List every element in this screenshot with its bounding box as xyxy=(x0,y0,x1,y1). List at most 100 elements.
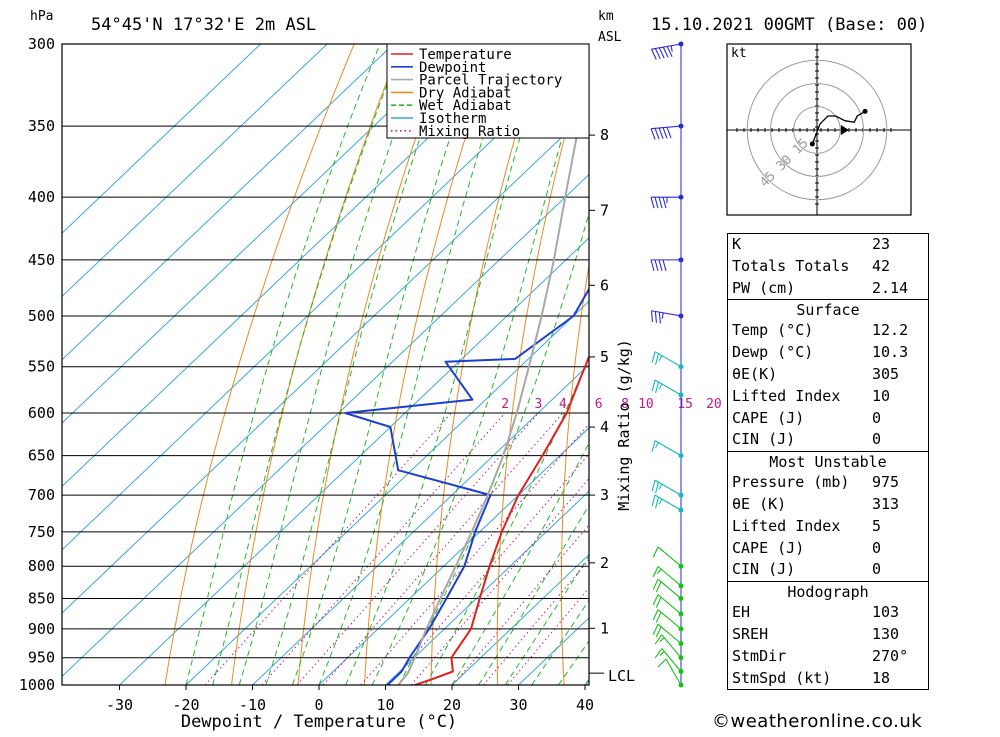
wet-adiabat-line xyxy=(372,44,589,685)
wind-barb xyxy=(651,260,681,271)
index-row: Temp (°C)12.2 xyxy=(728,320,928,342)
credit-link[interactable]: ©weatheronline.co.uk xyxy=(712,711,922,732)
wind-barb-flag xyxy=(652,441,655,452)
mixing-ratio-label: 3 xyxy=(535,397,543,412)
lcl-label: LCL xyxy=(608,667,635,685)
height-unit-label: km xyxy=(598,9,614,24)
km-tick-label: 3 xyxy=(600,486,609,504)
wind-barb-flag xyxy=(656,627,661,637)
isotherm-line xyxy=(0,44,394,685)
index-label: θE (K) xyxy=(732,494,872,516)
index-row: CAPE (J)0 xyxy=(728,408,928,430)
index-value: 23 xyxy=(872,234,928,256)
wind-barb-flag xyxy=(659,48,664,58)
pressure-tick-label: 850 xyxy=(28,589,55,607)
wind-barb-flag xyxy=(651,197,654,208)
index-label: Lifted Index xyxy=(732,386,872,408)
index-value: 5 xyxy=(872,516,928,538)
dry-adiabat-line xyxy=(684,44,732,685)
legend-label: Mixing Ratio xyxy=(419,124,520,140)
plot-border xyxy=(62,44,589,685)
wet-adiabat-line xyxy=(239,44,427,685)
wind-barb-flag xyxy=(656,482,659,493)
wind-barb-flag xyxy=(653,579,658,589)
location-title: 54°45'N 17°32'E 2m ASL xyxy=(91,15,316,35)
wind-barb xyxy=(652,380,681,395)
pressure-tick-label: 300 xyxy=(28,35,55,53)
index-label: StmDir xyxy=(732,646,872,668)
wind-barb xyxy=(652,352,681,367)
index-label: StmSpd (kt) xyxy=(732,668,872,690)
wind-barb-flag xyxy=(659,128,663,139)
km-tick-label: 1 xyxy=(600,619,609,637)
plot-frame xyxy=(62,44,589,685)
datetime-title: 15.10.2021 00GMT (Base: 00) xyxy=(651,15,927,35)
index-value: 12.2 xyxy=(872,320,928,342)
wind-barb-flag xyxy=(652,495,655,506)
wind-barb-flag xyxy=(655,311,656,322)
wind-barb xyxy=(653,547,681,566)
isotherm-line xyxy=(0,44,593,685)
wind-barb-flag xyxy=(656,354,659,365)
wind-barb-flag xyxy=(655,49,660,59)
axis-labels: 3003504004505005506006507007508008509009… xyxy=(19,35,745,714)
index-label: K xyxy=(732,234,872,256)
index-label: θE(K) xyxy=(732,364,872,386)
wind-barb-half-flag xyxy=(659,499,662,504)
dewpoint-curve xyxy=(345,44,643,693)
wind-barb-flag xyxy=(653,547,658,557)
index-value: 0 xyxy=(872,559,928,581)
x-tick-label: 40 xyxy=(576,696,594,714)
surface-section: Surface Temp (°C)12.2 Dewp (°C)10.3 θE(K… xyxy=(728,299,928,451)
pressure-isobars xyxy=(62,44,589,685)
index-label: EH xyxy=(732,602,872,624)
wind-barb-flag xyxy=(659,260,662,271)
isotherm-line xyxy=(0,44,460,685)
x-tick-label: -30 xyxy=(106,696,133,714)
index-value: 975 xyxy=(872,472,928,494)
km-tick-label: 5 xyxy=(600,348,609,366)
wet-adiabat-line xyxy=(213,44,403,685)
wind-barb-flag xyxy=(659,312,660,323)
wind-barb-staff xyxy=(658,567,681,586)
wind-barb-half-flag xyxy=(659,384,662,389)
index-label: Lifted Index xyxy=(732,516,872,538)
wind-barb-half-flag xyxy=(660,652,665,656)
wind-barb-flag xyxy=(663,197,666,208)
mixing-ratio-label: 20 xyxy=(706,397,722,412)
wind-barb-flag xyxy=(656,382,659,393)
index-label: SREH xyxy=(732,624,872,646)
parcel-trajectory-curve xyxy=(392,44,593,693)
index-value: 0 xyxy=(872,429,928,451)
mixing-ratio-line xyxy=(323,413,563,685)
x-axis-title: Dewpoint / Temperature (°C) xyxy=(181,712,457,732)
pressure-tick-label: 950 xyxy=(28,649,55,667)
pressure-tick-label: 400 xyxy=(28,188,55,206)
index-label: Temp (°C) xyxy=(732,320,872,342)
wind-barb-flag xyxy=(663,128,667,139)
wind-barb-flag xyxy=(653,610,658,620)
wind-barb-flag xyxy=(656,582,661,592)
km-tick-label: 6 xyxy=(600,276,609,294)
dry-adiabat-line xyxy=(960,44,1000,685)
pressure-tick-label: 800 xyxy=(28,557,55,575)
index-value: 313 xyxy=(872,494,928,516)
index-value: 10.3 xyxy=(872,342,928,364)
wind-barb-flag xyxy=(651,260,654,271)
wind-barb-flag xyxy=(653,595,658,605)
index-value: 103 xyxy=(872,602,928,624)
index-label: Pressure (mb) xyxy=(732,472,872,494)
km-tick-label: 8 xyxy=(600,126,609,144)
mixing-ratio-label: 2 xyxy=(501,397,509,412)
isotherm-line xyxy=(0,44,660,685)
index-value: 10 xyxy=(872,386,928,408)
wind-barb xyxy=(652,441,681,456)
height-asl-label: ASL xyxy=(598,30,622,45)
pressure-tick-label: 750 xyxy=(28,523,55,541)
wind-barb xyxy=(655,649,681,672)
